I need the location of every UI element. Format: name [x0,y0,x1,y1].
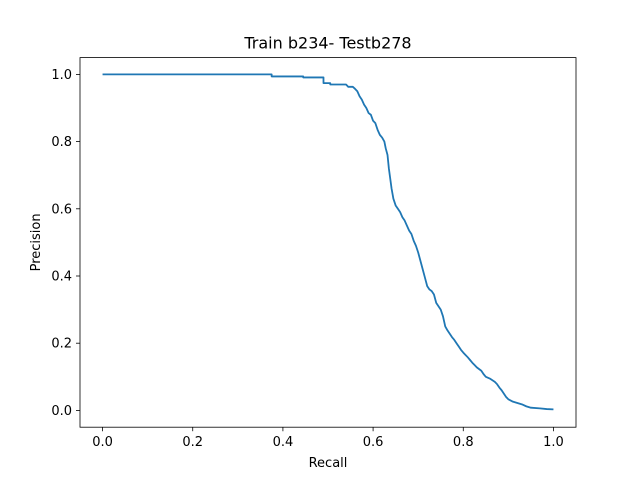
y-tick-label: 1.0 [51,68,72,83]
pr-curve-line [102,73,554,411]
x-axis: 0.0 0.2 0.4 0.6 0.8 1.0 [92,427,564,450]
series-layer [102,73,554,411]
y-axis-label: Precision [29,213,44,271]
x-tick-label: 0.6 [363,435,384,450]
y-tick-label: 0.4 [51,270,72,285]
y-tick-label: 0.8 [51,135,72,150]
x-tick-label: 0.0 [92,435,113,450]
y-tick-label: 0.0 [51,404,72,419]
x-tick-label: 1.0 [543,435,564,450]
y-tick-label: 0.2 [51,337,72,352]
x-axis-label: Recall [309,456,348,471]
y-tick-label: 0.6 [51,202,72,217]
plot-frame [79,57,577,428]
y-axis: 0.0 0.2 0.4 0.6 0.8 1.0 [51,68,80,419]
x-tick-label: 0.8 [453,435,474,450]
x-tick-label: 0.2 [182,435,203,450]
plot-area-background [80,57,576,428]
x-tick-label: 0.4 [273,435,294,450]
chart-title: Train b234- Testb278 [243,34,411,53]
